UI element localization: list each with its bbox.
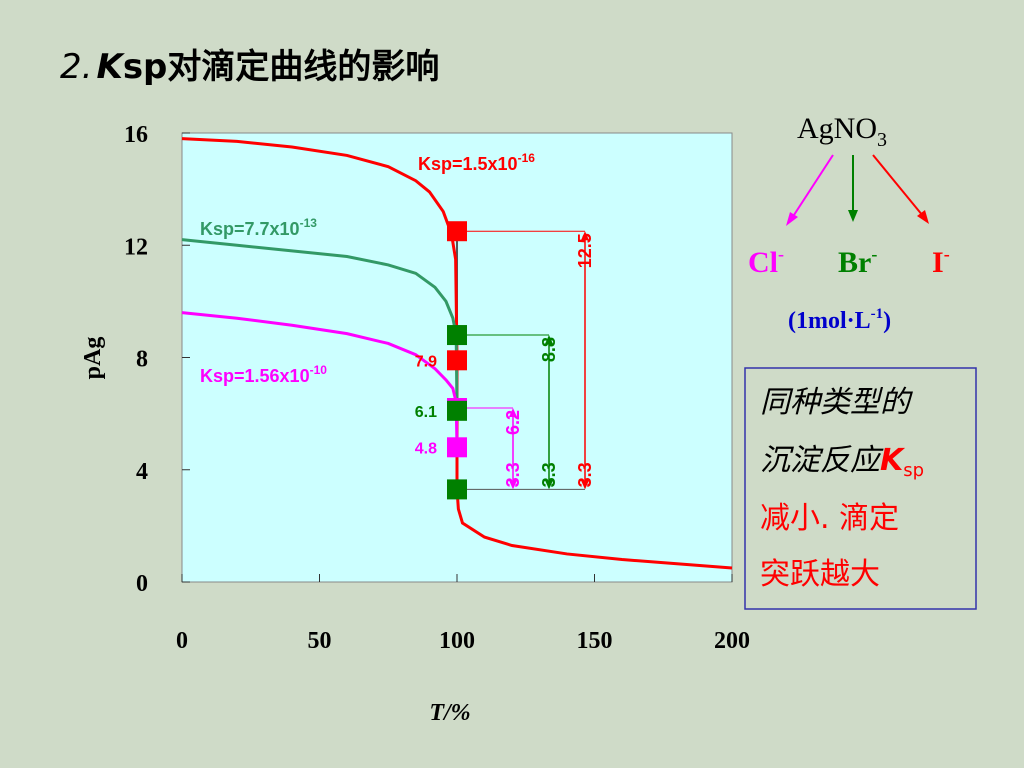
marker-label: 7.9 [415, 353, 437, 370]
jump-top-label: 6.2 [503, 410, 523, 435]
y-tick-label: 0 [136, 571, 148, 597]
series-name-sup: -10 [310, 363, 328, 377]
marker [447, 325, 467, 346]
ion: I- [932, 244, 950, 279]
arrowhead [545, 335, 553, 345]
y-tick-label: 16 [124, 122, 148, 148]
series-name: Ksp=1.5x10 [418, 154, 518, 174]
ions: Cl- Br- I- [748, 244, 950, 279]
conc-pre: (1mol·L [788, 308, 871, 334]
title-prefix: 2. [60, 47, 92, 87]
marker-label: 6.1 [415, 404, 437, 421]
conc-post: ) [883, 308, 891, 334]
title-rest: sp对滴定曲线的影响 [123, 47, 440, 87]
ion-sup: - [871, 244, 877, 264]
series-name-sup: -16 [518, 151, 536, 165]
jump-top-label: 8.8 [539, 337, 559, 362]
jump-bottom-label: 3.3 [575, 462, 595, 487]
x-tick-label: 0 [176, 628, 188, 654]
ion: Br- [838, 244, 877, 279]
note-sub: sp [903, 460, 924, 481]
arrowhead [545, 480, 553, 490]
plot: 0 50 100 150 2000481216T/%pAgKsp=1.5x10-16Ks… [80, 122, 750, 726]
marker [447, 479, 467, 500]
note-line: 沉淀反应Ksp [760, 443, 924, 481]
reagent-name: AgNO [797, 112, 877, 145]
ion-sup: - [944, 244, 950, 264]
conc-sup: -1 [871, 306, 884, 322]
x-axis-label: T/% [429, 700, 470, 726]
concentration: (1mol·L-1) [788, 306, 891, 334]
note-box [744, 367, 977, 610]
x-tick-label: 50 [308, 628, 332, 654]
x-tick-label: 200 [714, 628, 750, 654]
note-line: 突跃越大 [760, 557, 880, 592]
arrowhead [509, 408, 517, 418]
y-tick-label: 8 [136, 347, 148, 373]
arrowhead [917, 210, 929, 224]
note-line: 沉淀反应 [760, 443, 884, 478]
marker [447, 221, 467, 242]
x-tick-label: 150 [577, 628, 613, 654]
marker [447, 350, 467, 371]
jump-top-label: 12.5 [575, 233, 595, 268]
y-axis-label: pAg [80, 337, 106, 380]
jump-bottom-label: 3.3 [539, 462, 559, 487]
line-series [181, 238, 459, 411]
ion-name: Cl [748, 246, 778, 279]
ion-sup: - [778, 244, 784, 264]
series-name-sup: -13 [300, 216, 318, 230]
marker [447, 400, 467, 421]
arrow [791, 154, 834, 219]
series-label: Ksp=1.56x10-10 [200, 363, 327, 386]
y-tick-label: 12 [124, 234, 148, 260]
ion-name: I [932, 246, 944, 279]
arrowhead [581, 480, 589, 490]
x-tick-label: 100 [439, 628, 475, 654]
series-name: Ksp=7.7x10 [200, 219, 300, 239]
series-label: Ksp=1.5x10-16 [418, 151, 535, 174]
reagent-sub: 3 [877, 129, 887, 151]
y-tick-label: 4 [136, 459, 148, 485]
slide-title: 2. Ksp对滴定曲线的影响 [60, 47, 439, 87]
line-series [181, 137, 733, 570]
note-k: K [880, 443, 906, 478]
note-line: 减小. 滴定 [760, 501, 899, 536]
marker [447, 437, 467, 458]
series-name: Ksp=1.56x10 [200, 366, 310, 386]
line-series [181, 311, 459, 448]
arrowhead [509, 480, 517, 490]
ion-name: Br [838, 246, 871, 279]
jump-bottom-label: 3.3 [503, 462, 523, 487]
arrowhead [581, 231, 589, 241]
reagent: AgNO3 [797, 112, 887, 151]
arrowhead [848, 210, 858, 222]
title-k: K [96, 47, 125, 87]
arrowhead [786, 212, 798, 226]
arrow [872, 154, 924, 217]
ion: Cl- [748, 244, 784, 279]
marker-label: 4.8 [415, 440, 437, 457]
series-label: Ksp=7.7x10-13 [200, 216, 317, 239]
note-line: 同种类型的 [760, 385, 913, 420]
